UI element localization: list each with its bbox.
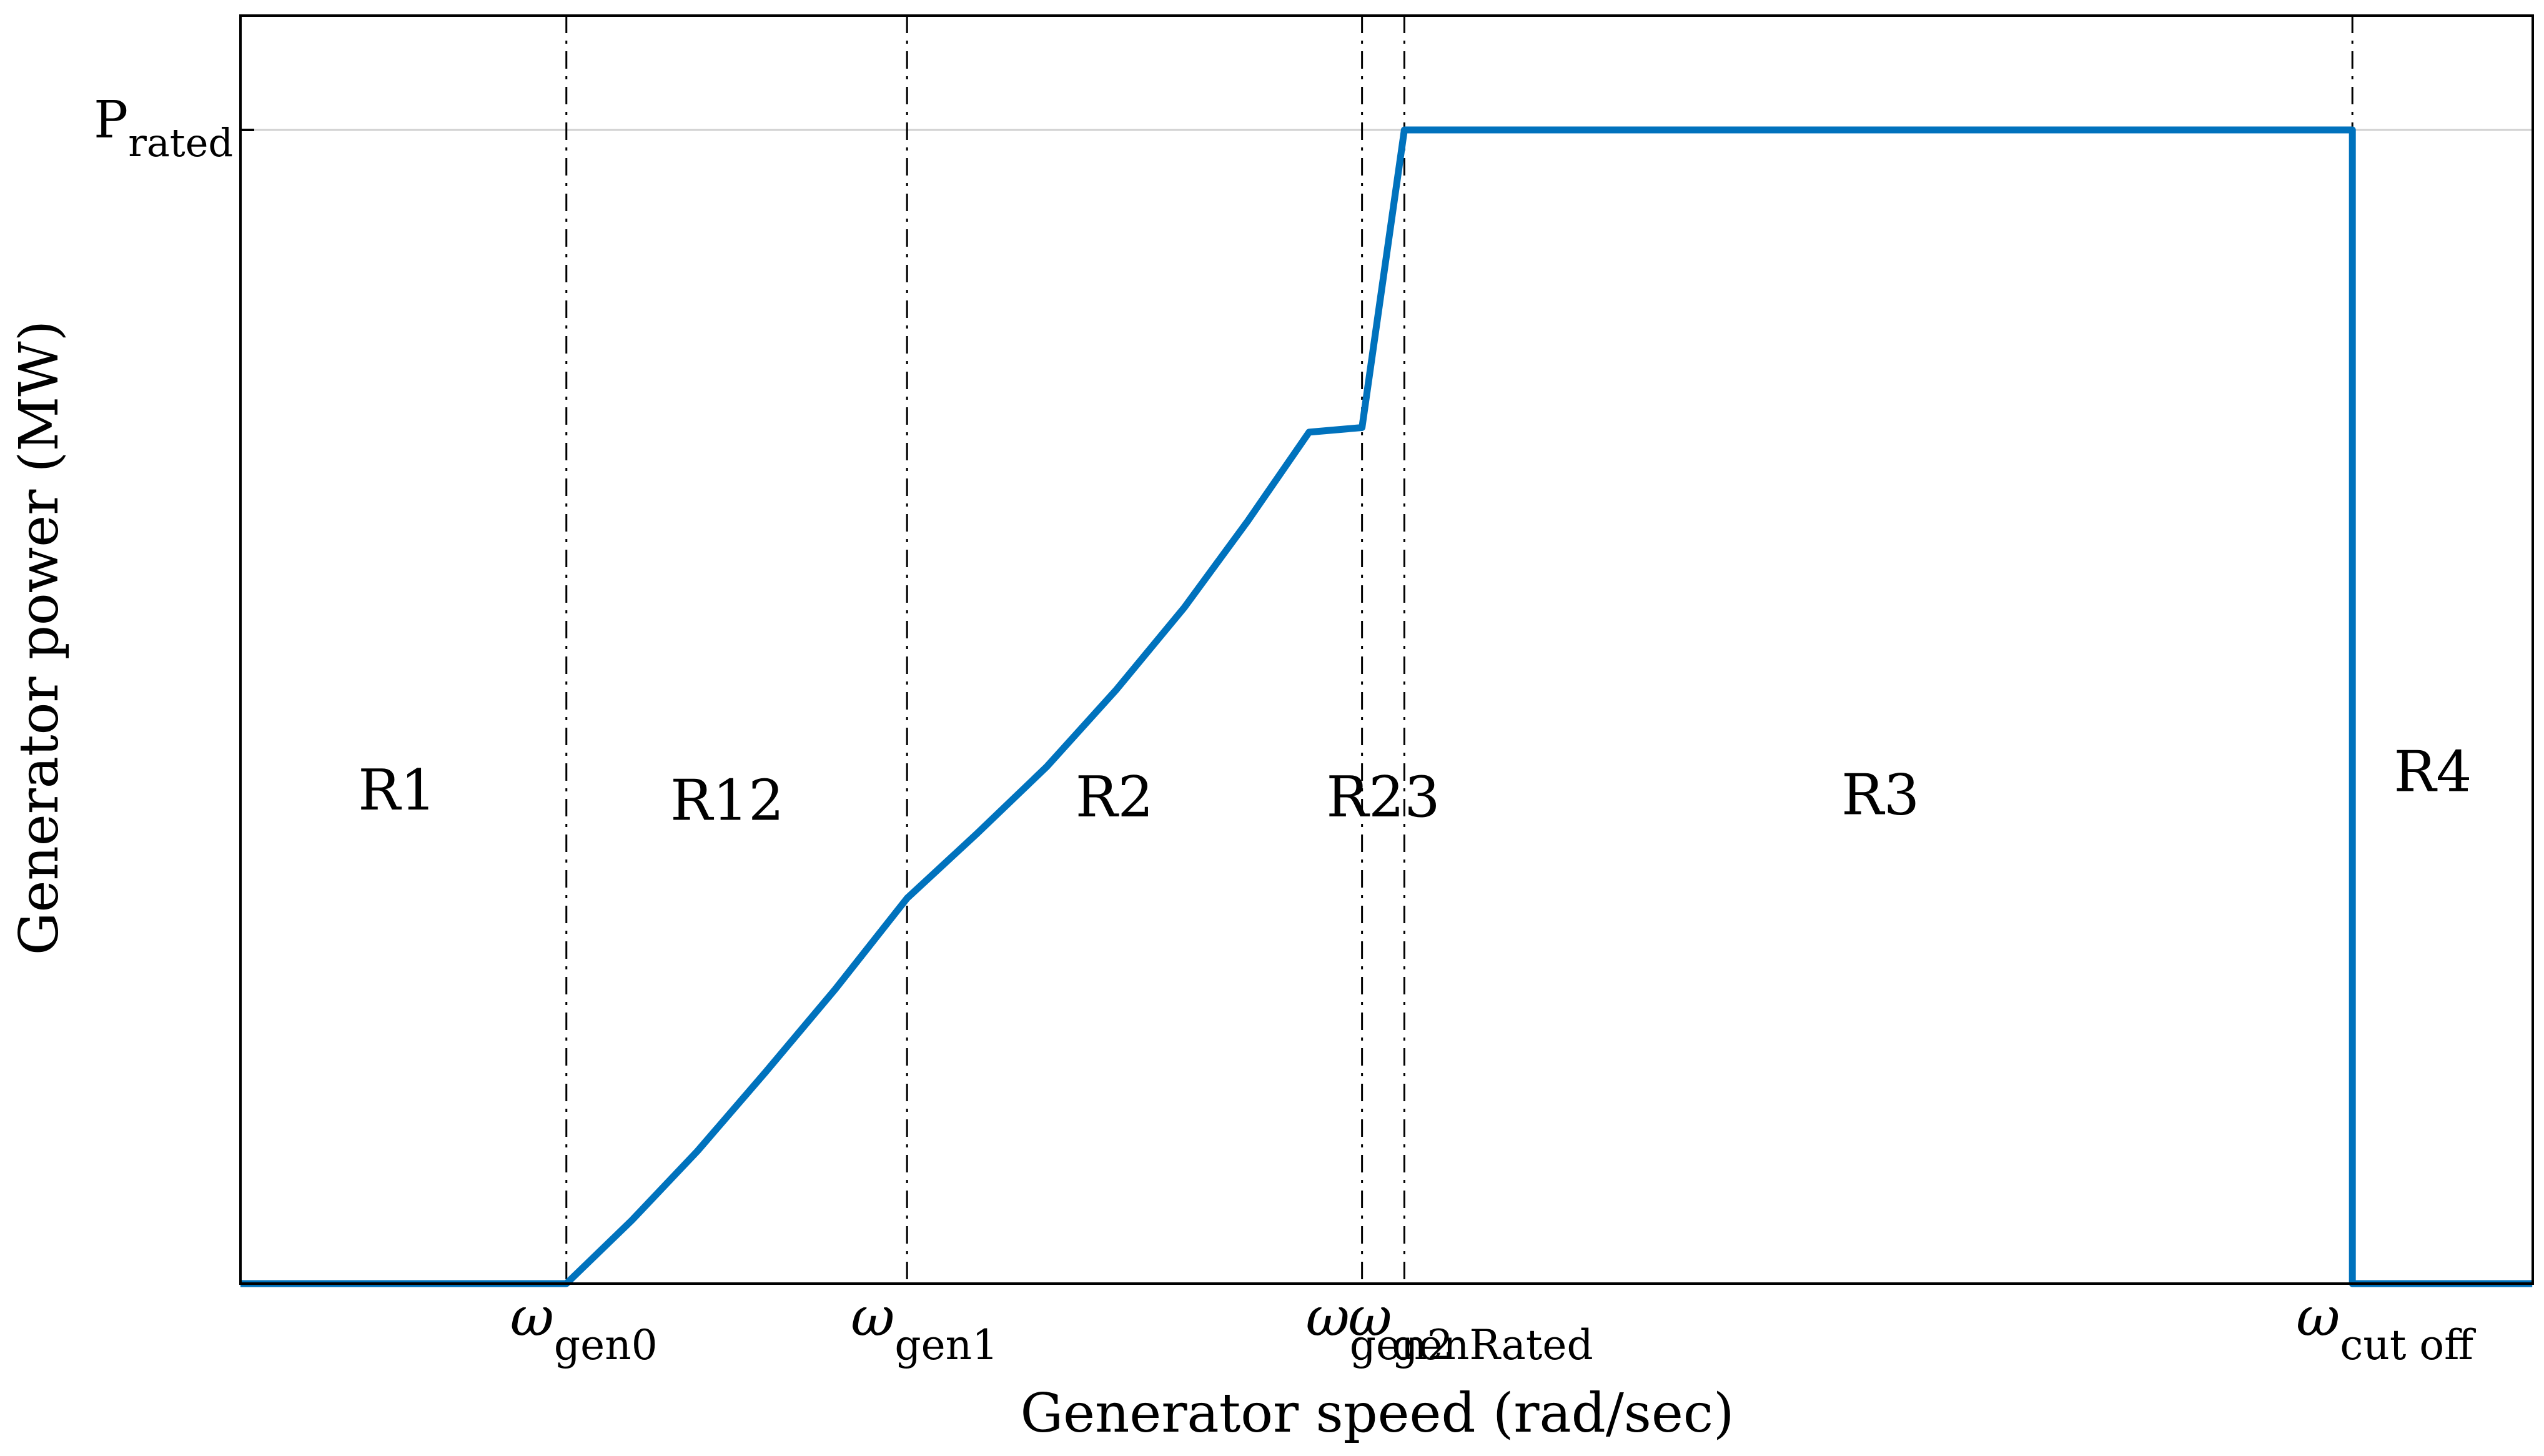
region-label-r23: R23 [1326, 765, 1440, 830]
region-label-layer: R1 R12 R2 R23 R3 R4 [358, 739, 2472, 833]
y-axis-label: Generator power (MW) [8, 320, 71, 955]
region-label-r2: R2 [1076, 765, 1154, 830]
series-layer [240, 126, 2533, 1287]
x-axis-label: Generator speed (rad/sec) [1020, 1382, 1734, 1445]
x-tick-label: ωgen2 [1306, 1286, 1453, 1369]
region-label-r1: R1 [358, 758, 436, 823]
region-boundary-layer [565, 16, 2353, 1284]
region-label-r4: R4 [2393, 739, 2472, 805]
x-tick-label: ωcut off [2296, 1286, 2476, 1369]
power-curve-line [240, 126, 2533, 1287]
x-tick-label: ωgenRated [1348, 1286, 1593, 1369]
plot-border [239, 14, 2534, 1285]
region-label-r12: R12 [670, 768, 784, 834]
x-tick-label: ωgen0 [510, 1286, 658, 1369]
region-label-r3: R3 [1841, 762, 1919, 828]
y-tick-label: Prated [94, 91, 233, 166]
plot-frame [239, 14, 2534, 1285]
x-tick-label: ωgen1 [851, 1286, 998, 1369]
